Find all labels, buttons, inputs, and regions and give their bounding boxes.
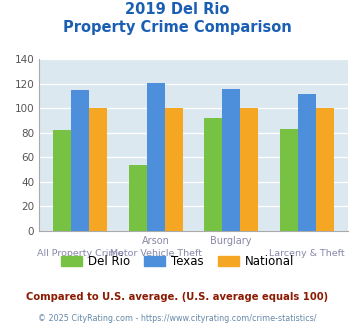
Text: Burglary: Burglary [211, 236, 252, 246]
Text: Arson: Arson [142, 236, 170, 246]
Bar [204, 118, 222, 231]
Bar [129, 165, 147, 231]
Bar [297, 94, 316, 231]
Bar [316, 109, 334, 231]
Text: Larceny & Theft: Larceny & Theft [269, 249, 344, 258]
Bar [71, 90, 89, 231]
Text: Compared to U.S. average. (U.S. average equals 100): Compared to U.S. average. (U.S. average … [26, 292, 329, 302]
Bar [279, 129, 297, 231]
Text: © 2025 CityRating.com - https://www.cityrating.com/crime-statistics/: © 2025 CityRating.com - https://www.city… [38, 314, 317, 323]
Bar [222, 89, 240, 231]
Legend: Del Rio, Texas, National: Del Rio, Texas, National [56, 250, 299, 273]
Text: All Property Crime: All Property Crime [37, 249, 124, 258]
Text: Motor Vehicle Theft: Motor Vehicle Theft [110, 249, 202, 258]
Text: 2019 Del Rio: 2019 Del Rio [125, 2, 230, 16]
Bar [147, 83, 165, 231]
Text: Property Crime Comparison: Property Crime Comparison [63, 20, 292, 35]
Bar [240, 109, 258, 231]
Bar [53, 130, 71, 231]
Bar [89, 109, 108, 231]
Bar [165, 109, 183, 231]
